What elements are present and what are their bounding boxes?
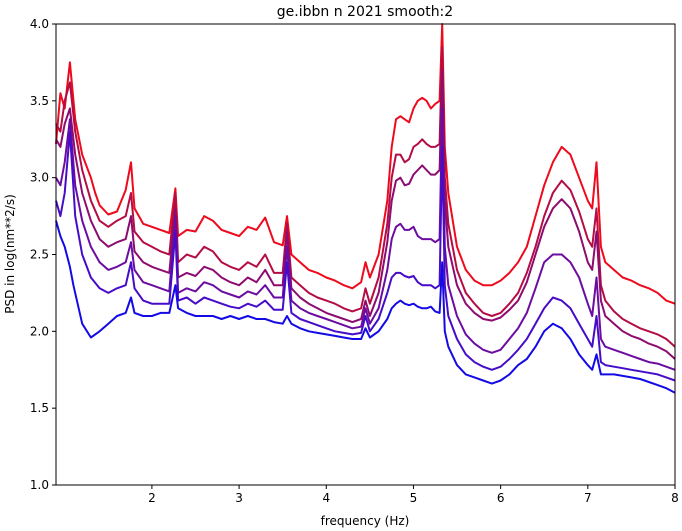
x-tick-label: 6	[497, 491, 505, 505]
series-line-2	[55, 46, 676, 348]
plot-frame	[55, 23, 676, 486]
y-tick-label: 4.0	[30, 17, 49, 31]
series-line-5	[55, 130, 676, 382]
plot-lines	[55, 23, 676, 394]
x-axis-label: frequency (Hz)	[321, 514, 410, 528]
x-tick-label: 5	[410, 491, 418, 505]
y-axis-label: PSD in log(nm**2/s)	[3, 194, 17, 314]
y-tick-label: 3.0	[30, 171, 49, 185]
x-tick-label: 2	[148, 491, 156, 505]
y-axis: 1.0 1.5 2.0 2.5 3.0 3.5 4.0	[30, 17, 56, 492]
x-tick-label: 4	[322, 491, 330, 505]
y-tick-label: 1.0	[30, 478, 49, 492]
y-tick-label: 1.5	[30, 401, 49, 415]
y-tick-label: 2.5	[30, 248, 49, 262]
series-line-1	[55, 23, 676, 305]
x-tick-label: 8	[671, 491, 679, 505]
chart-title: ge.ibbn n 2021 smooth:2	[277, 4, 453, 20]
x-tick-label: 7	[584, 491, 592, 505]
x-axis: 2 3 4 5 6 7 8	[148, 485, 679, 505]
series-line-3	[55, 69, 676, 360]
series-line-4	[55, 107, 676, 371]
x-tick-label: 3	[235, 491, 243, 505]
series-line-6	[55, 220, 676, 394]
y-tick-label: 2.0	[30, 324, 49, 338]
y-tick-label: 3.5	[30, 94, 49, 108]
